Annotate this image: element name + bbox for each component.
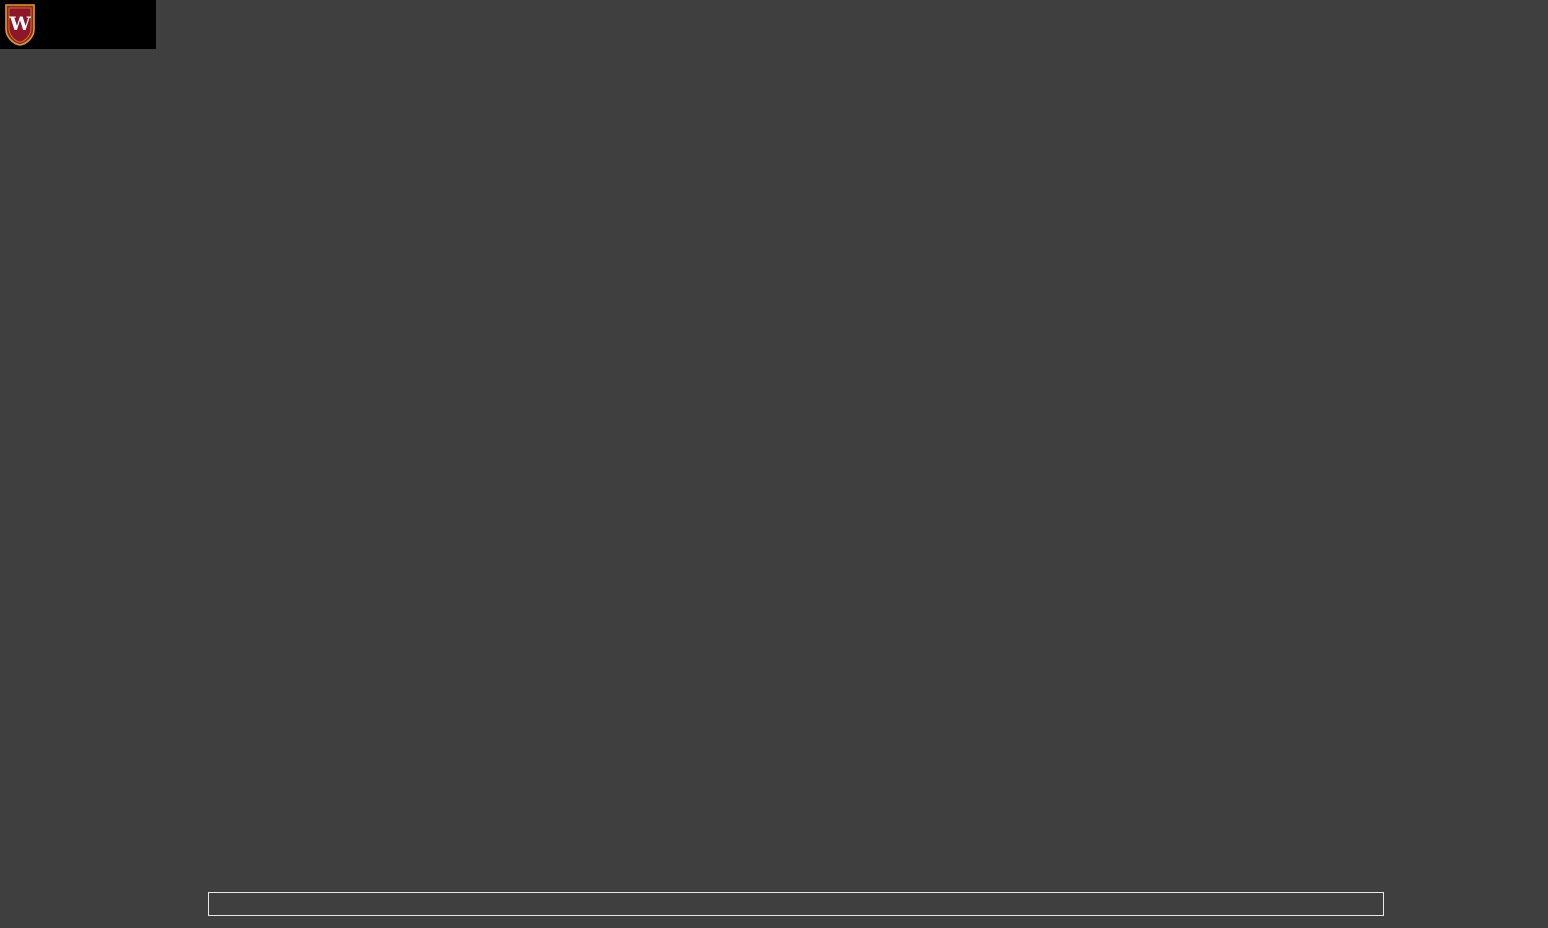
colorbar-gradient xyxy=(209,893,1383,915)
uw-aos-logo-banner: W xyxy=(0,0,156,49)
uw-crest-icon: W xyxy=(4,3,36,46)
svg-text:W: W xyxy=(8,13,31,35)
colorbar xyxy=(208,892,1384,916)
